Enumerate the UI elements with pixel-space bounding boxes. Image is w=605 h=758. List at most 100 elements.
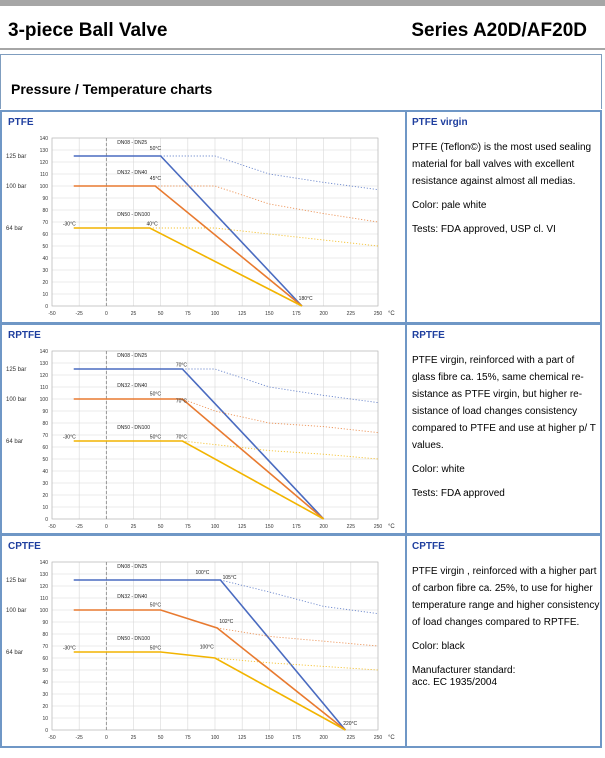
y-tick-label: 130 [40, 361, 49, 367]
y-tick-label: 80 [42, 208, 48, 214]
x-tick-label: 0 [105, 735, 108, 741]
panel-ptfe: PTFE 0 10 20 30 40 50 60 70 80 90 100 110 120 130 140 -… [0, 110, 602, 324]
series-line [73, 651, 346, 731]
y-tick-label: 0 [45, 517, 48, 523]
chart-annotation: 105°C [223, 575, 237, 581]
y-tick-label: 100 [40, 397, 49, 403]
x-tick-label: -25 [76, 524, 83, 530]
x-tick-label: 75 [185, 311, 191, 317]
y-tick-label: 20 [42, 493, 48, 499]
x-tick-label: 125 [238, 524, 247, 530]
chart-annotation: 70°C [176, 435, 188, 441]
y-tick-label: 120 [40, 160, 49, 166]
series-extension [217, 627, 379, 647]
y-tick-label: 90 [42, 196, 48, 202]
chart-annotation: DN32 - DN40 [117, 594, 147, 600]
y-tick-label: 80 [42, 632, 48, 638]
chart-annotation: DN50 - DN100 [117, 212, 150, 218]
x-tick-label: 200 [319, 311, 328, 317]
pressure-label: 64 bar [6, 650, 23, 656]
header-rule [0, 48, 605, 50]
y-tick-label: 20 [42, 280, 48, 286]
x-tick-label: 150 [265, 311, 274, 317]
x-tick-label: 225 [347, 311, 356, 317]
x-tick-label: 100 [211, 524, 220, 530]
material-description: PTFE virgin, reinforced with a part of g… [412, 352, 600, 509]
chart-annotation: -30°C [63, 435, 76, 441]
x-tick-label: -50 [48, 524, 55, 530]
pressure-temperature-chart: 0 10 20 30 40 50 60 70 80 90 100 110 120 130 140 -50 -25… [6, 136, 395, 317]
description-paragraph: PTFE virgin , reinforced with a higher p… [412, 566, 600, 628]
y-tick-label: 130 [40, 572, 49, 578]
y-tick-label: 80 [42, 421, 48, 427]
top-rule [0, 0, 605, 6]
x-tick-label: 50 [158, 735, 164, 741]
chart-annotation: 102°C [219, 619, 233, 625]
description-paragraph: PTFE (Teflon©) is the most used sealing … [412, 142, 592, 187]
series-extension [160, 155, 379, 191]
pressure-label: 100 bar [6, 608, 26, 614]
y-tick-label: 50 [42, 668, 48, 674]
y-tick-label: 30 [42, 692, 48, 698]
document-header: 3-piece Ball Valve Series A20D/AF20D [0, 18, 605, 46]
chart-annotation: 220°C [343, 721, 357, 727]
y-tick-label: 0 [45, 304, 48, 310]
panel-divider [405, 112, 407, 322]
chart-annotation: DN08 - DN25 [117, 564, 147, 570]
y-tick-label: 140 [40, 136, 49, 142]
x-tick-label: 250 [374, 311, 383, 317]
plot-area [51, 350, 379, 520]
material-description: PTFE (Teflon©) is the most used sealing … [412, 139, 600, 245]
y-tick-label: 100 [40, 184, 49, 190]
y-tick-label: 10 [42, 716, 48, 722]
color-note: Color: pale white [412, 200, 487, 211]
pressure-label: 125 bar [6, 154, 26, 160]
panel-divider [405, 536, 407, 746]
x-tick-label: 200 [319, 524, 328, 530]
x-tick-label: 175 [292, 524, 301, 530]
y-tick-label: 40 [42, 256, 48, 262]
x-tick-label: 250 [374, 735, 383, 741]
x-tick-label: 225 [347, 735, 356, 741]
x-tick-label: 100 [211, 735, 220, 741]
y-tick-label: 30 [42, 481, 48, 487]
pressure-temperature-chart: 0 10 20 30 40 50 60 70 80 90 100 110 120 130 140 -50 -25… [6, 349, 395, 530]
y-tick-label: 0 [45, 728, 48, 734]
x-axis-unit: °C [388, 524, 395, 530]
x-tick-label: 150 [265, 524, 274, 530]
x-tick-label: 125 [238, 735, 247, 741]
pressure-label: 100 bar [6, 397, 26, 403]
chart-annotation: 50°C [150, 435, 162, 441]
x-tick-label: 75 [185, 735, 191, 741]
chart-annotation: 50°C [150, 602, 162, 608]
y-tick-label: 70 [42, 220, 48, 226]
x-tick-label: 50 [158, 524, 164, 530]
y-tick-label: 110 [40, 385, 48, 391]
x-tick-label: 125 [238, 311, 247, 317]
pressure-label: 64 bar [6, 226, 23, 232]
series-line [73, 609, 346, 731]
description-paragraph: PTFE virgin, reinforced with a part of g… [412, 355, 596, 451]
panel-rptfe: RPTFE 0 10 20 30 40 50 60 70 80 90 100 110 120 130 140… [0, 323, 602, 535]
section-header: Pressure / Temperature charts [0, 54, 602, 109]
chart-annotation: -30°C [63, 222, 76, 228]
y-tick-label: 100 [40, 608, 49, 614]
x-tick-label: -25 [76, 311, 83, 317]
y-tick-label: 60 [42, 445, 48, 451]
material-title: CPTFE [412, 541, 445, 552]
x-tick-label: 25 [131, 735, 137, 741]
y-tick-label: 140 [40, 349, 49, 355]
y-tick-label: 110 [40, 172, 48, 178]
x-tick-label: 200 [319, 735, 328, 741]
x-tick-label: 100 [211, 311, 220, 317]
pressure-label: 100 bar [6, 184, 26, 190]
plot-area [51, 561, 379, 731]
chart-annotation: 40°C [147, 222, 159, 228]
chart-annotation: 45°C [150, 176, 162, 182]
y-tick-label: 50 [42, 457, 48, 463]
y-tick-label: 130 [40, 148, 49, 154]
tests-note: Tests: FDA approved, USP cl. VI [412, 224, 556, 235]
y-tick-label: 30 [42, 268, 48, 274]
chart-annotation: 180°C [299, 296, 313, 302]
color-note: Color: black [412, 641, 465, 652]
